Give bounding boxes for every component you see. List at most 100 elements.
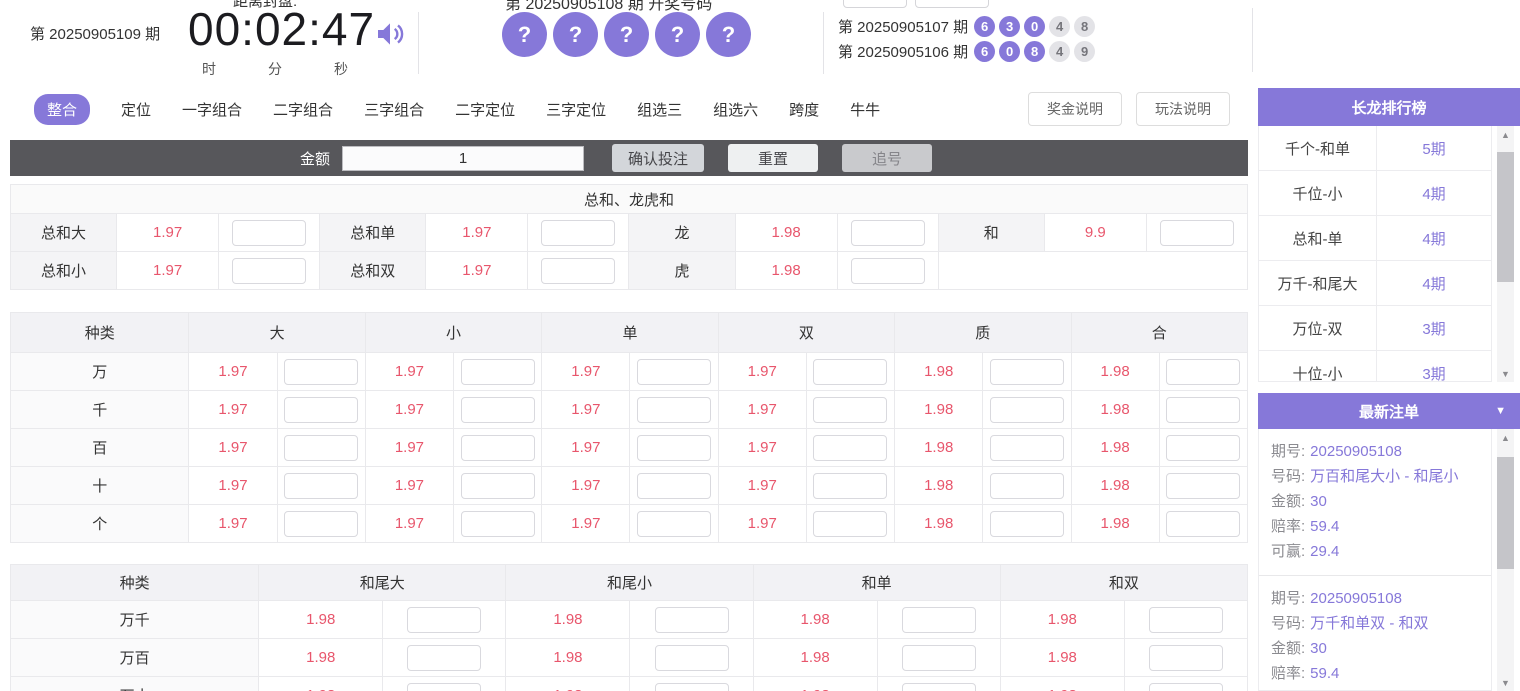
reset-button[interactable]: 重置	[728, 144, 819, 172]
tab-item[interactable]: 二字组合	[273, 101, 334, 119]
bet-input[interactable]	[284, 472, 359, 499]
column-header: 和双	[999, 564, 1249, 601]
table-row: 总和大 1.97 总和单 1.97 龙 1.98 和 9.9	[9, 213, 1249, 252]
bet-input[interactable]	[901, 606, 976, 633]
ranking-row[interactable]: 万位-双 3期	[1259, 306, 1491, 351]
bet-input[interactable]	[1148, 644, 1223, 671]
bet-input[interactable]	[850, 219, 925, 246]
bet-input[interactable]	[407, 644, 482, 671]
scroll-up-icon[interactable]: ▲	[1501, 432, 1510, 443]
ranking-row[interactable]: 万千-和尾大 4期	[1259, 261, 1491, 306]
scroll-up-icon[interactable]: ▲	[1501, 129, 1510, 140]
odds-value: 1.98	[894, 390, 984, 429]
bet-input[interactable]	[284, 510, 359, 537]
bet-input[interactable]	[901, 682, 976, 691]
odds-value: 1.98	[894, 428, 984, 467]
bet-input[interactable]	[637, 396, 712, 423]
bet-input[interactable]	[541, 219, 616, 246]
odds-value: 1.97	[188, 428, 278, 467]
scroll-down-icon[interactable]: ▼	[1501, 677, 1510, 688]
bet-input[interactable]	[637, 472, 712, 499]
ranking-scrollbar[interactable]: ▲ ▼	[1497, 126, 1514, 382]
bet-input[interactable]	[460, 472, 535, 499]
clipped-header-button[interactable]	[915, 0, 989, 8]
confirm-bet-button[interactable]: 确认投注	[612, 144, 705, 172]
tab-item[interactable]: 组选六	[713, 101, 759, 119]
bet-input[interactable]	[284, 434, 359, 461]
scroll-down-icon[interactable]: ▼	[1501, 368, 1510, 379]
bet-input[interactable]	[654, 606, 729, 633]
bet-input[interactable]	[813, 472, 888, 499]
speaker-icon[interactable]	[374, 18, 406, 55]
bet-input[interactable]	[813, 434, 888, 461]
tab-item[interactable]: 定位	[121, 101, 152, 119]
position-odds-table: 种类 大 小 单 双 质 合 万 1.97 1.97 1.97 1.97 1.9…	[9, 312, 1249, 543]
bet-input[interactable]	[654, 682, 729, 691]
ranking-row[interactable]: 总和-单 4期	[1259, 216, 1491, 261]
bet-input[interactable]	[232, 219, 307, 246]
bet-input[interactable]	[654, 644, 729, 671]
amount-input[interactable]	[342, 145, 585, 171]
clipped-header-button[interactable]	[843, 0, 907, 8]
bet-input[interactable]	[1166, 434, 1241, 461]
pending-ball: ?	[604, 12, 649, 57]
row-label: 万千	[9, 600, 260, 639]
ranking-row[interactable]: 千个-和单 5期	[1259, 126, 1491, 171]
bet-input[interactable]	[901, 644, 976, 671]
chevron-down-icon[interactable]: ▼	[1495, 405, 1506, 417]
ranking-row[interactable]: 千位-小 4期	[1259, 171, 1491, 216]
bet-input[interactable]	[1148, 606, 1223, 633]
table-row: 个 1.97 1.97 1.97 1.97 1.98 1.98	[9, 504, 1249, 543]
ranking-row[interactable]: 十位-小 3期	[1259, 351, 1491, 381]
bet-input[interactable]	[1166, 396, 1241, 423]
tab-item[interactable]: 跨度	[789, 101, 820, 119]
bet-input[interactable]	[460, 396, 535, 423]
sum-tail-table: 种类 和尾大 和尾小 和单 和双 万千 1.98 1.98 1.98 1.98 …	[9, 564, 1249, 691]
bet-input[interactable]	[813, 358, 888, 385]
bet-input[interactable]	[1159, 219, 1234, 246]
bet-input[interactable]	[460, 510, 535, 537]
bet-input[interactable]	[284, 396, 359, 423]
bet-input[interactable]	[460, 434, 535, 461]
rules-info-button[interactable]: 玩法说明	[1136, 92, 1230, 126]
bet-input[interactable]	[1148, 682, 1223, 691]
ranking-count: 5期	[1422, 140, 1446, 158]
bet-input[interactable]	[407, 606, 482, 633]
bet-input[interactable]	[1166, 510, 1241, 537]
bet-input[interactable]	[637, 358, 712, 385]
scrollbar-thumb[interactable]	[1497, 152, 1514, 282]
tab-item-active[interactable]: 整合	[34, 93, 91, 125]
bet-input[interactable]	[989, 510, 1064, 537]
bet-input[interactable]	[460, 358, 535, 385]
bet-input[interactable]	[637, 434, 712, 461]
scrollbar-thumb[interactable]	[1497, 457, 1514, 569]
tab-item[interactable]: 一字组合	[182, 101, 243, 119]
result-ball: 4	[1049, 15, 1071, 37]
table-row: 总和小 1.97 总和双 1.97 虎 1.98	[9, 251, 1249, 290]
result-ball: 0	[1024, 15, 1046, 37]
odds-value: 1.98	[894, 504, 984, 543]
bet-input[interactable]	[541, 257, 616, 284]
latest-bets-scrollbar[interactable]: ▲ ▼	[1497, 429, 1514, 691]
tab-item[interactable]: 二字定位	[455, 101, 516, 119]
bet-input[interactable]	[232, 257, 307, 284]
bet-input[interactable]	[284, 358, 359, 385]
tab-item[interactable]: 三字定位	[546, 101, 607, 119]
tab-item[interactable]: 组选三	[637, 101, 683, 119]
tab-item[interactable]: 牛牛	[850, 101, 881, 119]
bet-input[interactable]	[813, 396, 888, 423]
bet-input[interactable]	[989, 472, 1064, 499]
bet-input[interactable]	[989, 358, 1064, 385]
bet-input[interactable]	[850, 257, 925, 284]
bet-number-value: 万千和单双 - 和双	[1310, 615, 1429, 632]
bet-input[interactable]	[813, 510, 888, 537]
bet-input[interactable]	[989, 396, 1064, 423]
tab-item[interactable]: 三字组合	[364, 101, 425, 119]
bet-input[interactable]	[637, 510, 712, 537]
chase-number-button[interactable]: 追号	[842, 144, 933, 172]
bet-input[interactable]	[407, 682, 482, 691]
bet-input[interactable]	[1166, 472, 1241, 499]
bet-input[interactable]	[1166, 358, 1241, 385]
prize-info-button[interactable]: 奖金说明	[1028, 92, 1122, 126]
bet-input[interactable]	[989, 434, 1064, 461]
